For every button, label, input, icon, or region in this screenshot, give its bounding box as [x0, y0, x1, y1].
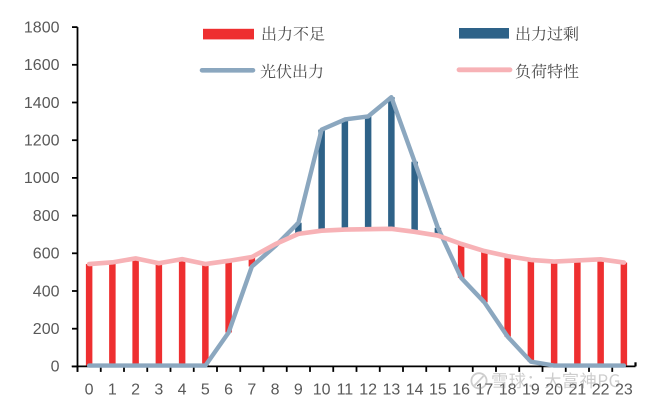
- svg-text:20: 20: [545, 382, 563, 399]
- svg-text:14: 14: [406, 382, 424, 399]
- svg-text:0: 0: [85, 382, 94, 399]
- svg-text:18: 18: [499, 382, 517, 399]
- svg-text:11: 11: [337, 382, 354, 399]
- svg-text:16: 16: [452, 382, 470, 399]
- svg-text:0: 0: [51, 359, 60, 376]
- svg-text:22: 22: [592, 382, 610, 399]
- svg-text:8: 8: [271, 382, 280, 399]
- svg-text:2: 2: [131, 382, 140, 399]
- svg-text:3: 3: [154, 382, 163, 399]
- svg-text:23: 23: [615, 382, 633, 399]
- svg-text:9: 9: [294, 382, 303, 399]
- svg-text:6: 6: [224, 382, 233, 399]
- svg-text:1800: 1800: [24, 19, 60, 36]
- svg-text:21: 21: [568, 382, 586, 399]
- svg-text:10: 10: [313, 382, 331, 399]
- svg-text:13: 13: [382, 382, 400, 399]
- svg-text:1: 1: [108, 382, 117, 399]
- svg-text:5: 5: [201, 382, 210, 399]
- svg-text:400: 400: [33, 283, 60, 300]
- svg-text:1600: 1600: [24, 57, 60, 74]
- svg-text:7: 7: [247, 382, 256, 399]
- svg-text:1200: 1200: [24, 133, 60, 150]
- svg-text:12: 12: [359, 382, 377, 399]
- svg-text:15: 15: [429, 382, 447, 399]
- svg-text:17: 17: [475, 382, 493, 399]
- svg-text:1400: 1400: [24, 95, 60, 112]
- svg-text:600: 600: [33, 246, 60, 263]
- svg-text:1000: 1000: [24, 170, 60, 187]
- svg-text:800: 800: [33, 208, 60, 225]
- svg-text:19: 19: [522, 382, 540, 399]
- svg-text:200: 200: [33, 321, 60, 338]
- svg-text:4: 4: [178, 382, 187, 399]
